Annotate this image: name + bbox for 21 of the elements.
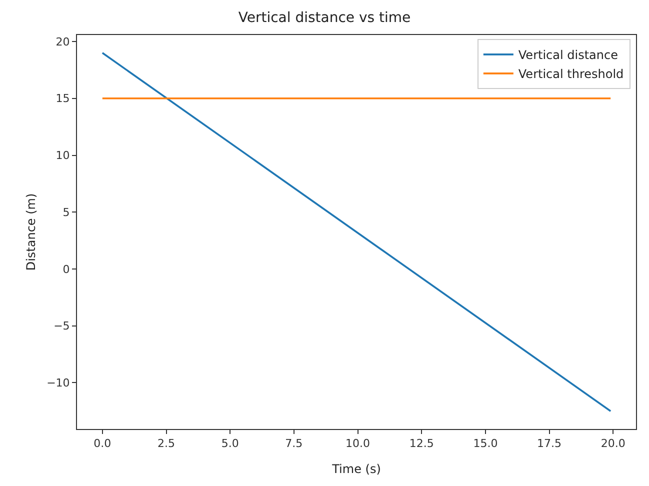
y-tick-label: −10 (46, 376, 70, 390)
y-tick-label: −5 (54, 320, 70, 333)
x-tick-label: 15.0 (473, 437, 498, 450)
x-tick-label: 7.5 (285, 437, 303, 450)
legend-label: Vertical distance (518, 48, 618, 62)
x-tick-label: 10.0 (346, 437, 370, 450)
x-tick-label: 17.5 (537, 437, 562, 450)
y-tick-label: 20 (56, 35, 70, 48)
chart-title: Vertical distance vs time (238, 10, 411, 26)
y-tick-label: 10 (56, 149, 70, 162)
x-tick-label: 5.0 (221, 437, 239, 450)
y-tick-label: 15 (56, 92, 70, 106)
x-tick-label: 2.5 (158, 437, 175, 450)
y-tick-label: 0 (62, 262, 70, 276)
y-tick-label: 5 (62, 206, 70, 219)
legend-label: Vertical threshold (518, 67, 624, 82)
y-axis-title: Distance (m) (24, 193, 38, 271)
x-axis-title: Time (s) (331, 462, 381, 476)
x-tick-label: 0.0 (94, 437, 112, 450)
x-tick-label: 12.5 (409, 437, 434, 450)
x-tick-label: 20.0 (600, 437, 626, 450)
